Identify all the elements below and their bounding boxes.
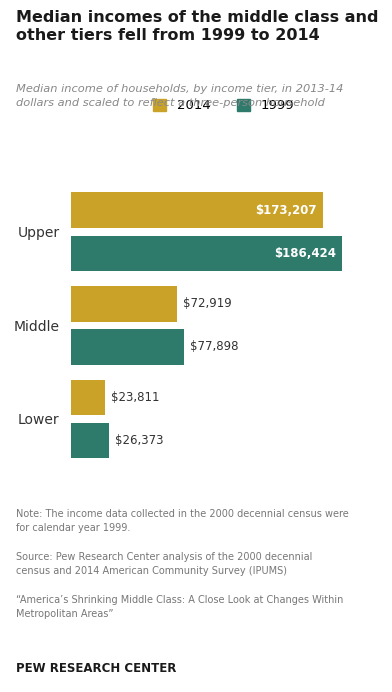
Text: $186,424: $186,424 <box>274 247 336 260</box>
Text: Median income of households, by income tier, in 2013-14
dollars and scaled to re: Median income of households, by income t… <box>16 84 343 108</box>
Text: $72,919: $72,919 <box>183 298 231 310</box>
Text: PEW RESEARCH CENTER: PEW RESEARCH CENTER <box>16 662 176 675</box>
Bar <box>71 235 342 271</box>
Bar <box>71 192 323 228</box>
Text: Note: The income data collected in the 2000 decennial census were
for calendar y: Note: The income data collected in the 2… <box>16 509 348 619</box>
Bar <box>71 329 184 365</box>
Text: $173,207: $173,207 <box>256 203 317 217</box>
Text: $77,898: $77,898 <box>190 340 238 354</box>
Legend: 2014, 1999: 2014, 1999 <box>153 99 294 113</box>
Bar <box>71 423 109 458</box>
Bar <box>71 286 177 322</box>
Text: Median incomes of the middle class and
other tiers fell from 1999 to 2014: Median incomes of the middle class and o… <box>16 10 378 44</box>
Text: $23,811: $23,811 <box>111 391 160 404</box>
Text: $26,373: $26,373 <box>115 434 163 447</box>
Bar <box>71 380 105 415</box>
